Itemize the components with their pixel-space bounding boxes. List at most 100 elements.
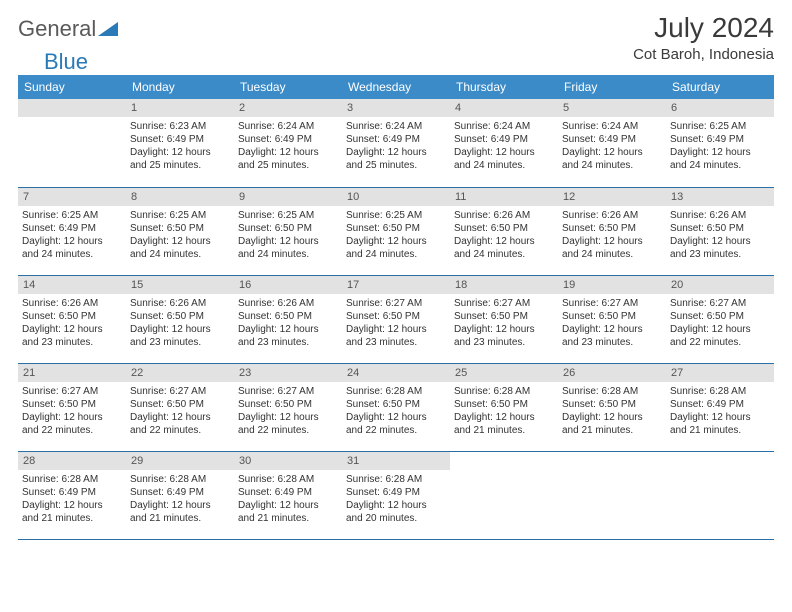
sunset-text: Sunset: 6:50 PM — [562, 310, 662, 323]
calendar-day-cell: 23 Sunrise: 6:27 AMSunset: 6:50 PMDayligh… — [234, 363, 342, 451]
day-number-empty — [18, 99, 126, 117]
col-header: Thursday — [450, 75, 558, 99]
sunset-text: Sunset: 6:50 PM — [238, 398, 338, 411]
sunrise-text: Sunrise: 6:28 AM — [454, 385, 554, 398]
calendar-day-cell: 10Sunrise: 6:25 AMSunset: 6:50 PMDayligh… — [342, 187, 450, 275]
daylight-text: and 23 minutes. — [22, 336, 122, 349]
day-number: 2 — [234, 99, 342, 117]
sunrise-text: Sunrise: 6:24 AM — [454, 120, 554, 133]
day-number: 4 — [450, 99, 558, 117]
day-info: Sunrise: 6:28 AMSunset: 6:49 PMDaylight:… — [22, 473, 122, 525]
day-info: Sunrise: 6:25 AMSunset: 6:50 PMDaylight:… — [346, 209, 446, 261]
day-info: Sunrise: 6:23 AMSunset: 6:49 PMDaylight:… — [130, 120, 230, 172]
day-info: Sunrise: 6:26 AMSunset: 6:50 PMDaylight:… — [130, 297, 230, 349]
daylight-text: Daylight: 12 hours — [22, 323, 122, 336]
day-info: Sunrise: 6:28 AMSunset: 6:50 PMDaylight:… — [346, 385, 446, 437]
sunset-text: Sunset: 6:50 PM — [22, 310, 122, 323]
sunset-text: Sunset: 6:49 PM — [22, 486, 122, 499]
daylight-text: Daylight: 12 hours — [670, 146, 770, 159]
daylight-text: and 21 minutes. — [238, 512, 338, 525]
daylight-text: Daylight: 12 hours — [670, 235, 770, 248]
sunrise-text: Sunrise: 6:26 AM — [562, 209, 662, 222]
daylight-text: Daylight: 12 hours — [22, 499, 122, 512]
day-info: Sunrise: 6:26 AMSunset: 6:50 PMDaylight:… — [238, 297, 338, 349]
calendar-body: 1Sunrise: 6:23 AMSunset: 6:49 PMDaylight… — [18, 99, 774, 539]
calendar-day-cell: 4 Sunrise: 6:24 AMSunset: 6:49 PMDaylight… — [450, 99, 558, 187]
sunrise-text: Sunrise: 6:28 AM — [130, 473, 230, 486]
calendar-day-cell: 27Sunrise: 6:28 AMSunset: 6:49 PMDayligh… — [666, 363, 774, 451]
sunset-text: Sunset: 6:50 PM — [22, 398, 122, 411]
day-number: 24 — [342, 364, 450, 382]
sunrise-text: Sunrise: 6:26 AM — [238, 297, 338, 310]
daylight-text: Daylight: 12 hours — [238, 323, 338, 336]
daylight-text: and 24 minutes. — [130, 248, 230, 261]
calendar-day-cell — [18, 99, 126, 187]
daylight-text: and 24 minutes. — [670, 159, 770, 172]
calendar-day-cell — [450, 451, 558, 539]
sunset-text: Sunset: 6:49 PM — [454, 133, 554, 146]
sunset-text: Sunset: 6:50 PM — [454, 222, 554, 235]
sunrise-text: Sunrise: 6:25 AM — [22, 209, 122, 222]
calendar-day-cell: 17Sunrise: 6:27 AMSunset: 6:50 PMDayligh… — [342, 275, 450, 363]
daylight-text: Daylight: 12 hours — [130, 323, 230, 336]
sunrise-text: Sunrise: 6:24 AM — [562, 120, 662, 133]
day-info: Sunrise: 6:27 AMSunset: 6:50 PMDaylight:… — [130, 385, 230, 437]
daylight-text: Daylight: 12 hours — [238, 235, 338, 248]
daylight-text: and 24 minutes. — [238, 248, 338, 261]
daylight-text: and 23 minutes. — [454, 336, 554, 349]
day-number: 31 — [342, 452, 450, 470]
col-header: Sunday — [18, 75, 126, 99]
col-header: Monday — [126, 75, 234, 99]
day-info: Sunrise: 6:28 AMSunset: 6:50 PMDaylight:… — [562, 385, 662, 437]
calendar-day-cell: 5Sunrise: 6:24 AMSunset: 6:49 PMDaylight… — [558, 99, 666, 187]
daylight-text: Daylight: 12 hours — [130, 235, 230, 248]
calendar-day-cell: 22Sunrise: 6:27 AMSunset: 6:50 PMDayligh… — [126, 363, 234, 451]
sunset-text: Sunset: 6:49 PM — [130, 133, 230, 146]
day-number: 12 — [558, 188, 666, 206]
daylight-text: and 23 minutes. — [562, 336, 662, 349]
daylight-text: and 25 minutes. — [238, 159, 338, 172]
day-number: 3 — [342, 99, 450, 117]
daylight-text: and 22 minutes. — [670, 336, 770, 349]
sunset-text: Sunset: 6:50 PM — [454, 310, 554, 323]
daylight-text: and 21 minutes. — [454, 424, 554, 437]
day-number: 30 — [234, 452, 342, 470]
calendar-day-cell — [558, 451, 666, 539]
sunrise-text: Sunrise: 6:27 AM — [562, 297, 662, 310]
daylight-text: Daylight: 12 hours — [454, 235, 554, 248]
daylight-text: Daylight: 12 hours — [454, 323, 554, 336]
sunrise-text: Sunrise: 6:23 AM — [130, 120, 230, 133]
col-header: Tuesday — [234, 75, 342, 99]
daylight-text: and 25 minutes. — [130, 159, 230, 172]
sunrise-text: Sunrise: 6:27 AM — [346, 297, 446, 310]
sunrise-text: Sunrise: 6:24 AM — [238, 120, 338, 133]
calendar-table: Sunday Monday Tuesday Wednesday Thursday… — [18, 75, 774, 540]
daylight-text: Daylight: 12 hours — [454, 411, 554, 424]
day-number: 23 — [234, 364, 342, 382]
day-number: 25 — [450, 364, 558, 382]
sunrise-text: Sunrise: 6:27 AM — [670, 297, 770, 310]
daylight-text: Daylight: 12 hours — [346, 411, 446, 424]
calendar-day-cell: 12Sunrise: 6:26 AMSunset: 6:50 PMDayligh… — [558, 187, 666, 275]
daylight-text: Daylight: 12 hours — [454, 146, 554, 159]
day-info: Sunrise: 6:25 AMSunset: 6:49 PMDaylight:… — [22, 209, 122, 261]
day-number: 14 — [18, 276, 126, 294]
day-info: Sunrise: 6:26 AMSunset: 6:50 PMDaylight:… — [670, 209, 770, 261]
daylight-text: and 24 minutes. — [454, 159, 554, 172]
sunrise-text: Sunrise: 6:26 AM — [130, 297, 230, 310]
sunset-text: Sunset: 6:50 PM — [238, 222, 338, 235]
daylight-text: Daylight: 12 hours — [346, 499, 446, 512]
calendar-day-cell: 9Sunrise: 6:25 AMSunset: 6:50 PMDaylight… — [234, 187, 342, 275]
sunset-text: Sunset: 6:50 PM — [130, 310, 230, 323]
day-info: Sunrise: 6:27 AMSunset: 6:50 PMDaylight:… — [238, 385, 338, 437]
daylight-text: and 21 minutes. — [130, 512, 230, 525]
calendar-day-cell: 6Sunrise: 6:25 AMSunset: 6:49 PMDaylight… — [666, 99, 774, 187]
daylight-text: and 24 minutes. — [562, 248, 662, 261]
calendar-week-row: 14Sunrise: 6:26 AMSunset: 6:50 PMDayligh… — [18, 275, 774, 363]
calendar-day-cell: 20Sunrise: 6:27 AMSunset: 6:50 PMDayligh… — [666, 275, 774, 363]
day-info: Sunrise: 6:28 AMSunset: 6:49 PMDaylight:… — [238, 473, 338, 525]
day-info: Sunrise: 6:24 AMSunset: 6:49 PMDaylight:… — [454, 120, 554, 172]
day-number: 16 — [234, 276, 342, 294]
calendar-day-cell: 2Sunrise: 6:24 AMSunset: 6:49 PMDaylight… — [234, 99, 342, 187]
daylight-text: Daylight: 12 hours — [22, 235, 122, 248]
